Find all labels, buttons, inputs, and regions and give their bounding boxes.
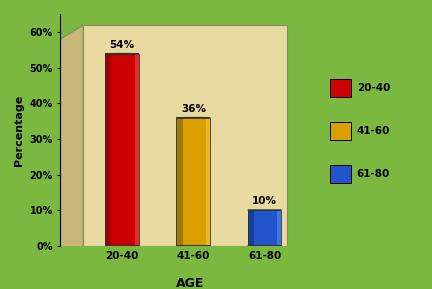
Bar [105, 53, 139, 246]
Bar [206, 118, 210, 246]
Bar [248, 210, 282, 246]
Bar [330, 79, 351, 97]
Text: 20-40: 20-40 [357, 83, 390, 93]
Ellipse shape [248, 245, 282, 246]
Bar [330, 122, 351, 140]
Ellipse shape [105, 245, 139, 246]
Ellipse shape [105, 53, 139, 54]
Bar [105, 53, 139, 246]
Ellipse shape [176, 245, 210, 246]
Bar [330, 164, 351, 183]
Bar [248, 210, 254, 246]
Bar [277, 210, 282, 246]
Bar [105, 53, 111, 246]
Text: 10%: 10% [252, 196, 277, 206]
Y-axis label: Percentage: Percentage [14, 95, 24, 166]
Polygon shape [60, 25, 83, 260]
Text: 54%: 54% [109, 40, 135, 50]
Bar [135, 53, 139, 246]
Polygon shape [83, 25, 287, 246]
X-axis label: AGE: AGE [176, 277, 204, 289]
Bar [248, 210, 282, 246]
Bar [176, 118, 183, 246]
Text: 36%: 36% [181, 104, 206, 114]
Bar [176, 118, 210, 246]
Text: 41-60: 41-60 [357, 126, 390, 136]
Ellipse shape [176, 117, 210, 118]
Bar [176, 118, 210, 246]
Text: 61-80: 61-80 [357, 169, 390, 179]
